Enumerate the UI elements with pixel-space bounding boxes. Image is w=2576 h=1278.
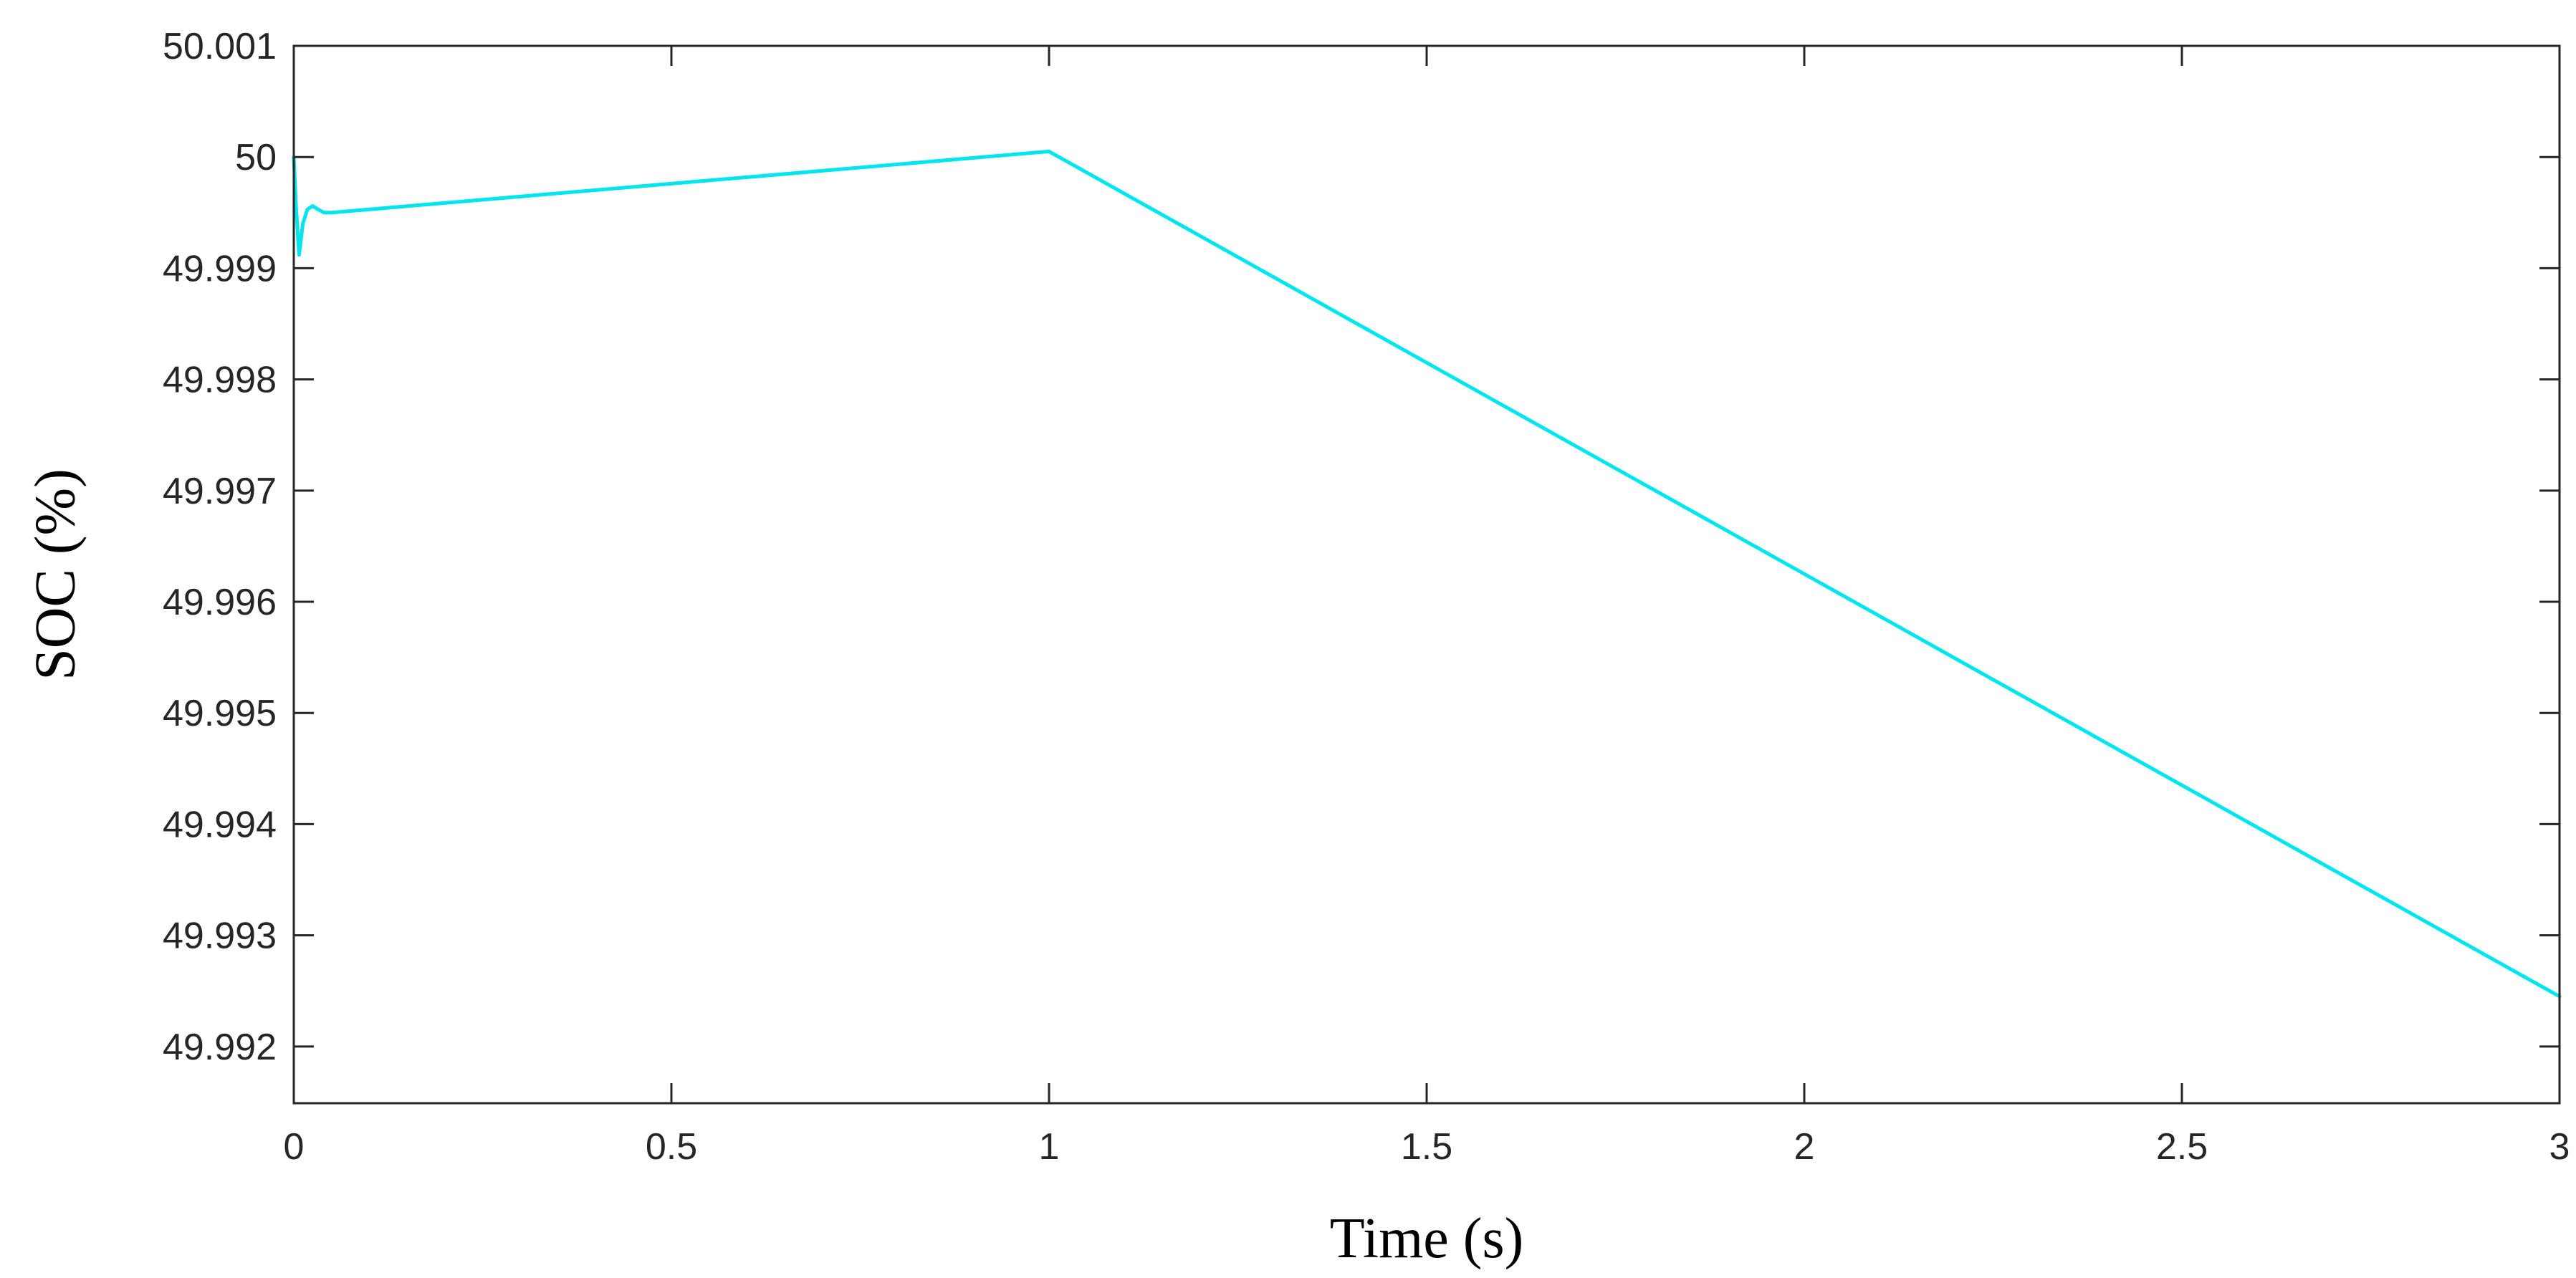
x-tick-label: 1 — [1039, 1126, 1060, 1168]
x-tick-label: 1.5 — [1401, 1126, 1452, 1168]
y-tick-label: 50 — [235, 137, 277, 178]
x-tick-label: 2.5 — [2156, 1126, 2208, 1168]
y-tick-label: 49.997 — [163, 471, 277, 512]
axis-ticks — [292, 44, 2561, 1103]
x-axis-label: Time (s) — [1330, 1207, 1523, 1270]
y-axis-label: SOC (%) — [24, 469, 87, 681]
series-line-0 — [292, 149, 2562, 999]
x-tick-label: 0 — [284, 1126, 305, 1168]
x-tick-label: 3 — [2549, 1126, 2570, 1168]
y-tick-label: 50.001 — [163, 26, 277, 67]
y-tick-label: 49.995 — [163, 693, 277, 734]
plot-area — [292, 149, 2562, 999]
y-tick-label: 49.996 — [163, 582, 277, 623]
x-tick-label: 2 — [1794, 1126, 1815, 1168]
y-tick-label: 49.999 — [163, 248, 277, 289]
axes-frame — [292, 44, 2561, 1105]
y-tick-label: 49.993 — [163, 916, 277, 957]
x-tick-label: 0.5 — [646, 1126, 697, 1168]
y-tick-label: 49.992 — [163, 1027, 277, 1068]
tick-labels: 0 0.5 1 1.5 2 2.5 3 49.992 49.993 49.994 49.995 49.… — [163, 26, 2570, 1168]
y-tick-label: 49.994 — [163, 804, 277, 845]
y-tick-label: 49.998 — [163, 360, 277, 401]
